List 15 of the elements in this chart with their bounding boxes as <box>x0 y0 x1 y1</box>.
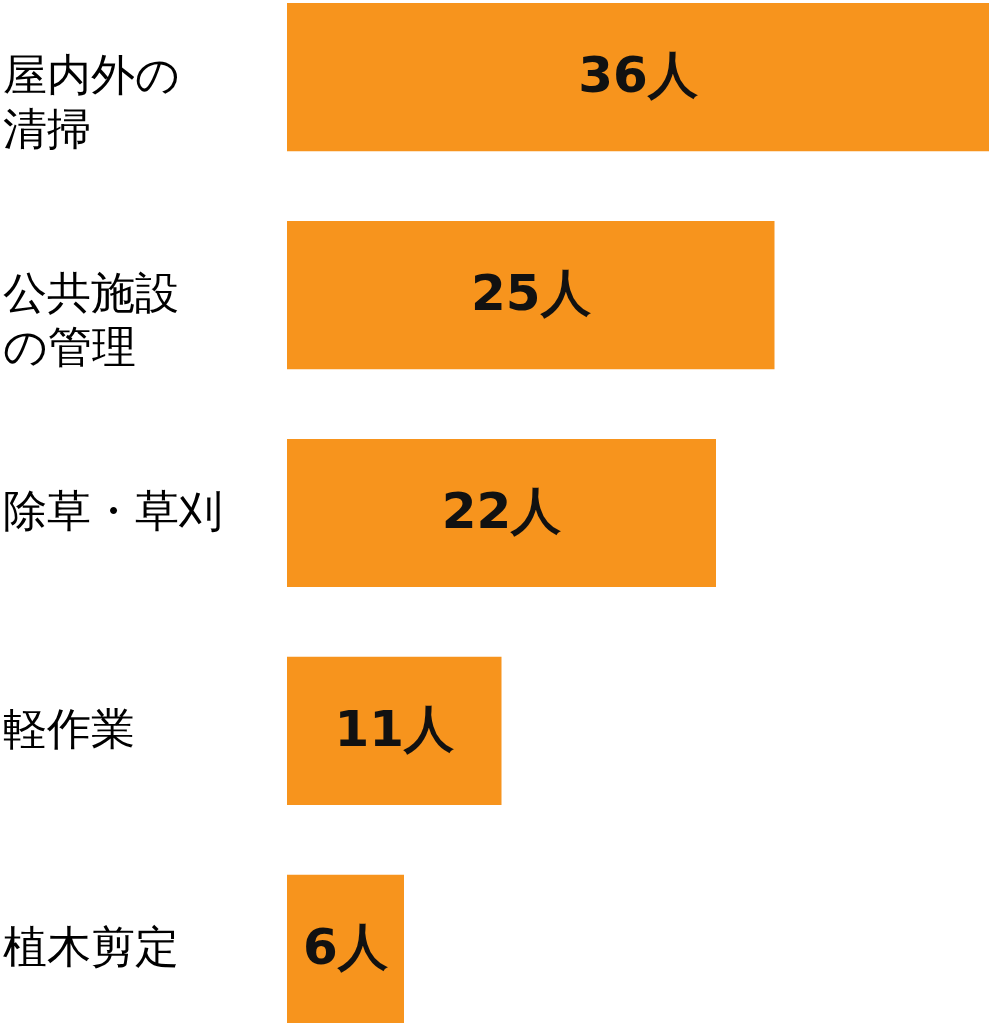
y-tick-label: 植木剪定 <box>2 920 179 972</box>
data-label: 11人 <box>334 699 455 758</box>
data-label: 36人 <box>578 46 698 105</box>
y-tick-label: 公共施設の管理 <box>2 267 179 373</box>
data-label: 22人 <box>441 482 562 540</box>
bar <box>287 656 502 806</box>
bar <box>287 3 989 152</box>
y-tick-label: 除草・草刈 <box>2 485 223 536</box>
y-tick-label: 屋内外の清掃 <box>2 49 180 155</box>
bar <box>287 438 716 588</box>
data-label: 25人 <box>470 264 591 323</box>
data-label: 6人 <box>303 917 388 976</box>
bar <box>287 874 404 1023</box>
y-tick-label: 軽作業 <box>2 702 135 754</box>
bar <box>287 220 775 370</box>
